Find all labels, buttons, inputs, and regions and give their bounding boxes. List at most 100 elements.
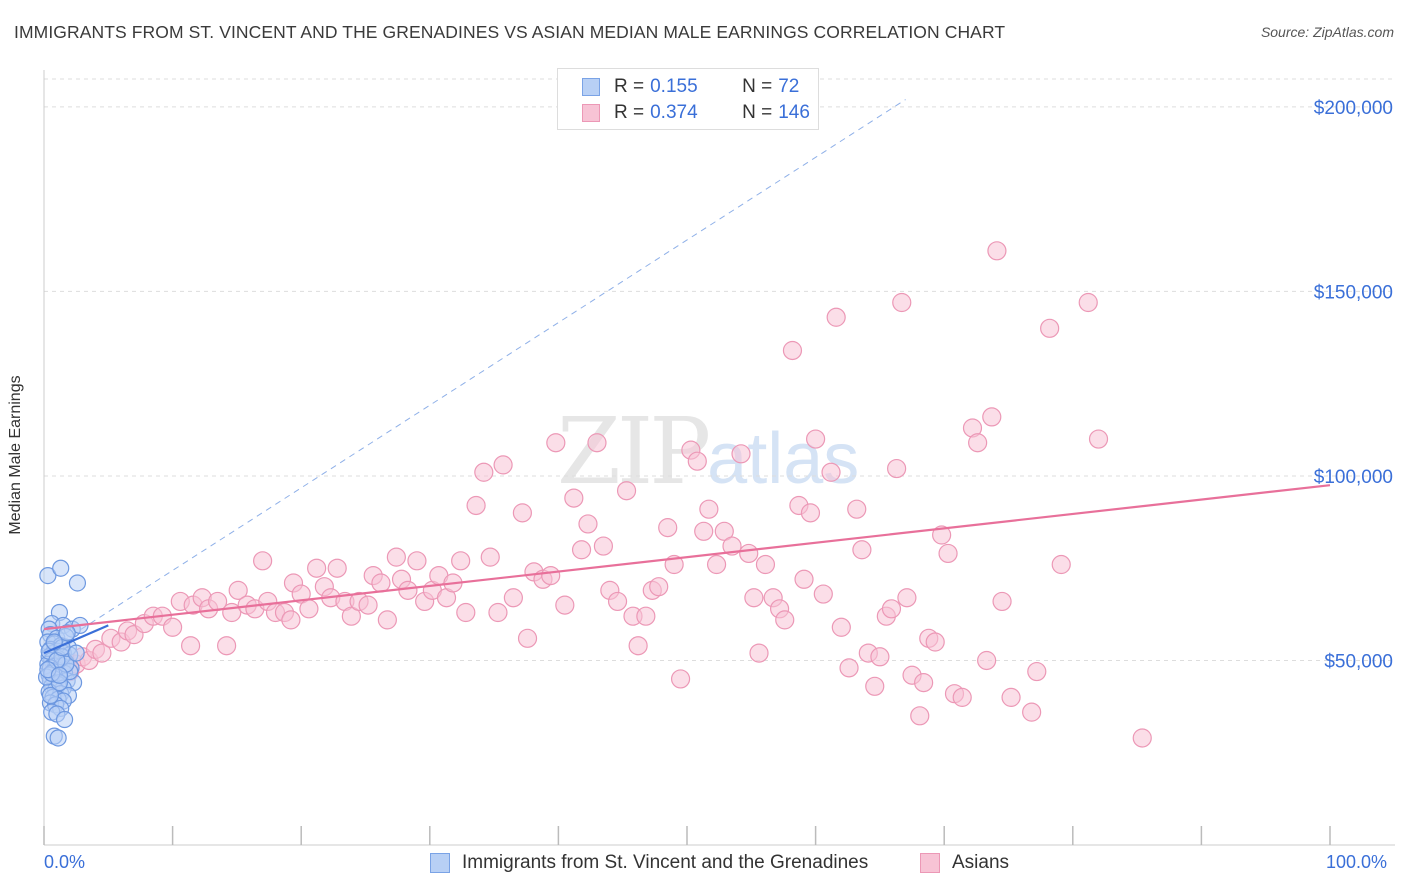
asians-point xyxy=(982,407,1002,427)
asians-point xyxy=(699,499,719,519)
asians-point xyxy=(881,599,902,619)
legend-n-value: 146 xyxy=(778,102,810,123)
chart-title: IMMIGRANTS FROM ST. VINCENT AND THE GREN… xyxy=(14,22,1006,42)
immigrants-point xyxy=(50,666,69,684)
asians-point xyxy=(782,340,803,361)
asians-point xyxy=(386,547,406,567)
asians-point xyxy=(493,455,513,475)
legend-swatch-blue xyxy=(430,853,450,873)
asians-point xyxy=(377,610,397,630)
asians-point xyxy=(749,643,769,663)
immigrants-point xyxy=(67,644,85,662)
asians-point xyxy=(887,458,907,479)
asians-point xyxy=(636,606,656,626)
asians-point xyxy=(847,499,867,519)
legend-r-label: R = xyxy=(614,76,645,97)
x-tick-label-max: 100.0% xyxy=(1326,852,1388,872)
asians-point xyxy=(564,488,584,508)
asians-point xyxy=(706,554,727,575)
asians-point xyxy=(163,617,183,637)
asians-point xyxy=(805,429,826,449)
y-tick-label: $150,000 xyxy=(1314,282,1393,303)
asians-point xyxy=(217,636,237,656)
asians-point xyxy=(910,706,930,726)
asians-point xyxy=(852,540,872,560)
asians-point xyxy=(407,551,427,571)
legend-row-immigrants: R = 0.155 N = 72 xyxy=(582,75,799,99)
asians-point xyxy=(987,241,1007,261)
asians-point xyxy=(398,580,418,600)
asians-point xyxy=(1088,429,1109,449)
asians-point xyxy=(925,632,945,652)
asians-point xyxy=(775,610,795,630)
asians-point xyxy=(731,444,751,464)
asians-point xyxy=(670,669,691,689)
legend-swatch-pink xyxy=(582,104,600,122)
series-legend: Immigrants from St. Vincent and the Gren… xyxy=(0,852,1406,878)
immigrants-point xyxy=(55,710,74,729)
legend-n-value: 72 xyxy=(778,76,800,97)
immigrants-point xyxy=(39,566,57,585)
asians-point xyxy=(755,554,776,575)
asians-point xyxy=(299,599,319,619)
immigrants-point xyxy=(52,559,70,577)
y-tick-label: $50,000 xyxy=(1324,651,1393,672)
asians-point xyxy=(992,591,1012,612)
asians-point xyxy=(977,650,997,671)
asians-point xyxy=(952,687,972,707)
asians-point xyxy=(571,540,592,560)
asians-point xyxy=(1001,687,1021,707)
asians-point xyxy=(839,658,859,678)
asians-point xyxy=(92,643,112,663)
asians-point xyxy=(307,558,327,578)
chart-source: Source: ZipAtlas.com xyxy=(1260,24,1394,40)
asians-point xyxy=(228,580,248,600)
legend-r-value: 0.374 xyxy=(650,102,698,123)
asians-point xyxy=(938,543,958,564)
y-tick-label: $200,000 xyxy=(1314,98,1393,119)
asians-point xyxy=(744,588,764,608)
asians-point xyxy=(1132,728,1152,748)
asians-point xyxy=(578,514,598,534)
immigrants-point xyxy=(41,686,60,705)
legend-swatch-pink xyxy=(920,853,940,873)
asians-point xyxy=(517,628,538,648)
asians-point xyxy=(541,565,561,586)
legend-n-label: N = xyxy=(742,76,773,97)
asians-point xyxy=(474,462,494,482)
reference-dashed-line xyxy=(43,99,906,654)
asians-point xyxy=(480,547,500,567)
asians-point xyxy=(512,503,532,523)
asians-point xyxy=(968,433,988,453)
immigrants-point xyxy=(68,574,87,592)
asians-point xyxy=(1022,702,1042,722)
asians-point xyxy=(800,503,821,523)
series-legend-label: Immigrants from St. Vincent and the Gren… xyxy=(462,852,869,873)
legend-swatch-blue xyxy=(582,78,600,96)
asians-point xyxy=(555,595,575,615)
asians-point xyxy=(546,433,566,453)
asians-point xyxy=(456,602,476,623)
y-tick-label: $100,000 xyxy=(1314,467,1393,488)
correlation-legend: R = 0.155 N = 72 R = 0.374 N = 146 xyxy=(557,68,819,130)
y-axis-label: Median Male Earnings xyxy=(7,375,24,535)
asians-point xyxy=(739,543,759,564)
asians-point xyxy=(1051,554,1071,575)
asians-point xyxy=(1040,318,1060,338)
asians-point xyxy=(371,573,391,593)
legend-r-label: R = xyxy=(614,102,645,123)
asians-point xyxy=(649,577,669,597)
asians-point xyxy=(932,525,952,545)
asians-point xyxy=(451,551,471,571)
asians-point xyxy=(897,588,917,608)
asians-point xyxy=(488,602,508,623)
asians-point xyxy=(1027,661,1047,682)
asians-point xyxy=(281,610,301,630)
asians-point xyxy=(870,647,890,667)
legend-row-asians: R = 0.374 N = 146 xyxy=(582,101,810,125)
asians-point xyxy=(831,617,851,637)
asians-point xyxy=(826,307,846,327)
series-legend-item-immigrants: Immigrants from St. Vincent and the Gren… xyxy=(430,852,868,874)
asians-point xyxy=(658,518,678,538)
immigrants-trend-line xyxy=(43,624,109,655)
